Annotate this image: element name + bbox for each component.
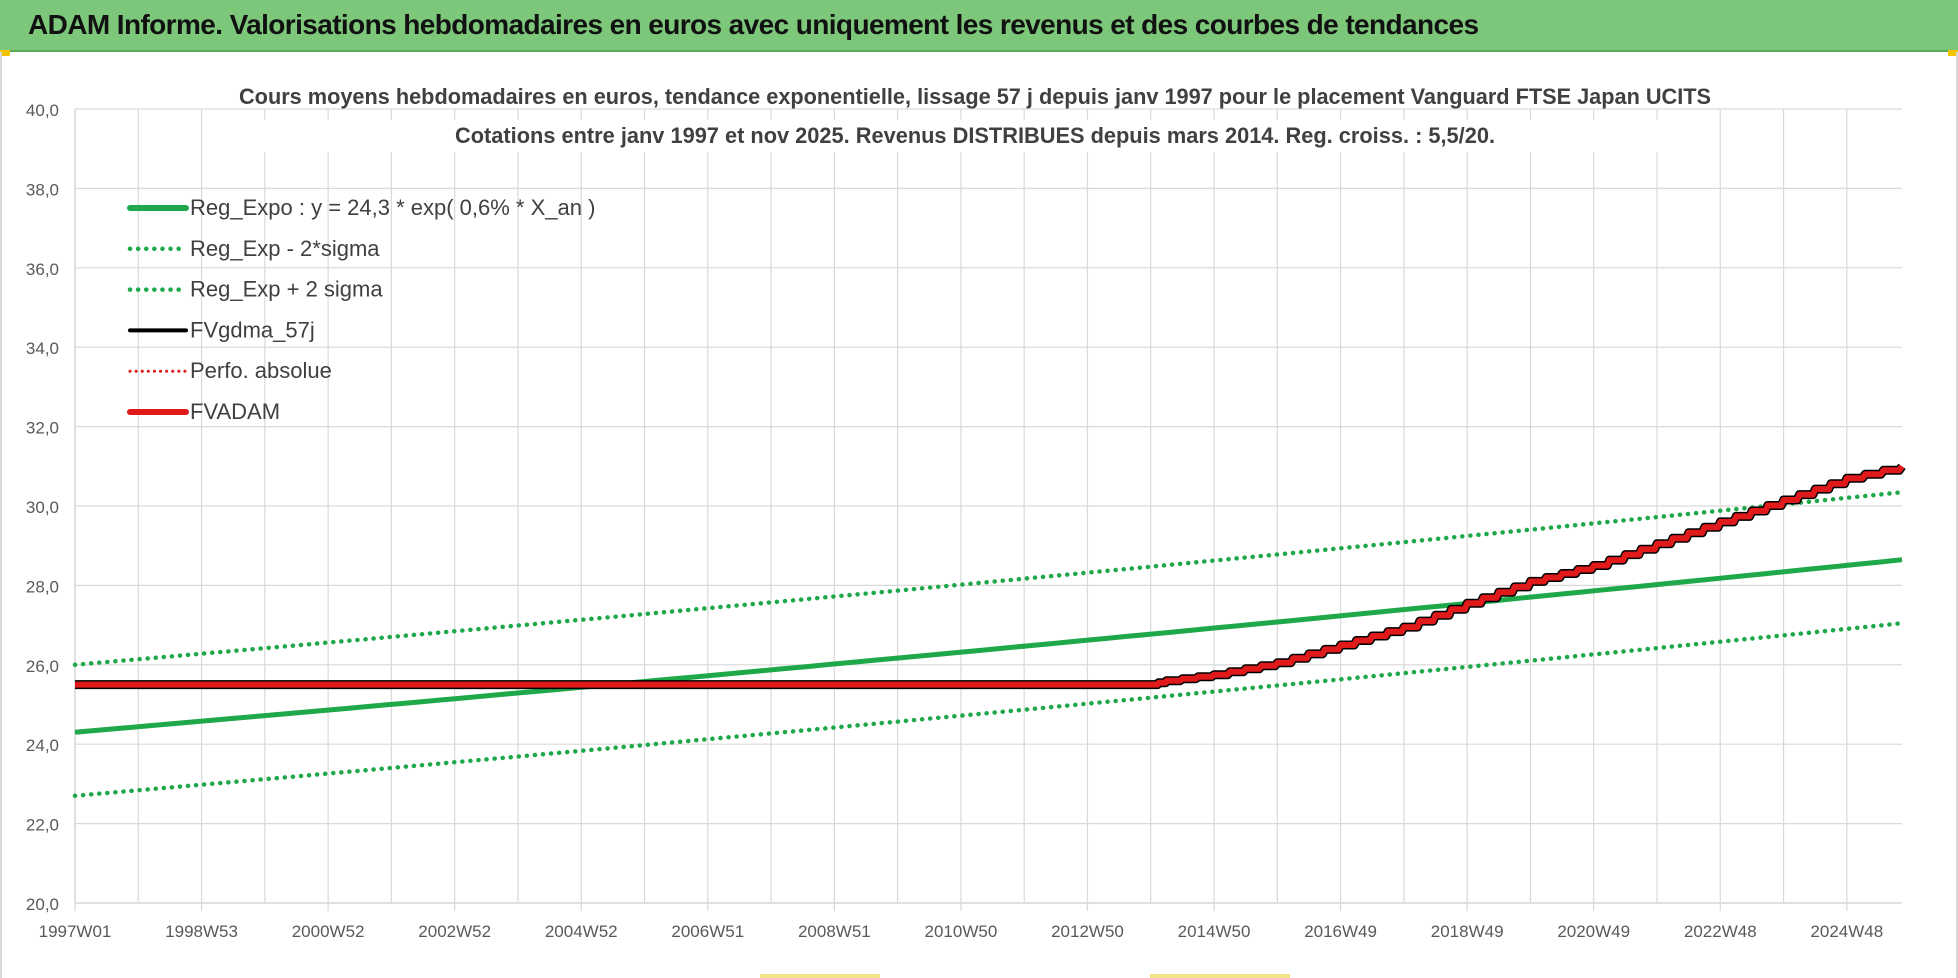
series-reg-expo <box>74 557 1903 735</box>
x-tick-label: 2000W52 <box>292 922 365 941</box>
y-tick-label: 30,0 <box>26 498 59 517</box>
title-bg-line1 <box>236 78 1716 105</box>
chart-title-line1: Cours moyens hebdomadaires en euros, ten… <box>239 84 1711 109</box>
series-reg-exp-plus-2sigma <box>72 489 1905 668</box>
y-tick-label: 40,0 <box>26 101 59 120</box>
x-tick-label: 2004W52 <box>545 922 618 941</box>
y-tick-label: 20,0 <box>26 895 59 914</box>
legend-label: FVADAM <box>190 399 280 424</box>
sheet-tab-marker-1 <box>760 974 880 978</box>
series-fvadam <box>75 464 1905 688</box>
x-tick-label: 2016W49 <box>1304 922 1377 941</box>
legend: Reg_Expo : y = 24,3 * exp( 0,6% * X_an )… <box>127 195 595 424</box>
x-tick-label: 2020W49 <box>1557 922 1630 941</box>
x-tick-label: 2014W50 <box>1178 922 1251 941</box>
legend-label: Reg_Exp - 2*sigma <box>190 236 380 261</box>
y-tick-label: 26,0 <box>26 657 59 676</box>
x-tick-label: 2010W50 <box>925 922 998 941</box>
grid-lines <box>74 108 1902 904</box>
legend-label: Perfo. absolue <box>190 358 332 383</box>
y-tick-label: 34,0 <box>26 339 59 358</box>
series-lines <box>72 463 1906 799</box>
corner-mark-left <box>0 50 10 56</box>
legend-label: Reg_Expo : y = 24,3 * exp( 0,6% * X_an ) <box>190 195 595 220</box>
corner-mark-right <box>1948 50 1958 56</box>
x-tick-label: 2012W50 <box>1051 922 1124 941</box>
report-title: ADAM Informe. Valorisations hebdomadaire… <box>28 9 1479 40</box>
legend-label: FVgdma_57j <box>190 317 315 342</box>
title-bg-line2 <box>236 120 1716 152</box>
chart-title-line2: Cotations entre janv 1997 et nov 2025. R… <box>455 123 1495 148</box>
y-tick-label: 38,0 <box>26 180 59 199</box>
sheet-tab-marker-2 <box>1150 974 1290 978</box>
chart-frame <box>0 52 1958 978</box>
y-tick-label: 32,0 <box>26 419 59 438</box>
report-banner: ADAM Informe. Valorisations hebdomadaire… <box>0 0 1958 52</box>
series-reg-exp-minus-2sigma <box>72 620 1905 799</box>
axes: 20,0 22,0 24,0 26,0 28,0 30,0 32,0 34,0 36,0 38,0… <box>26 101 1902 941</box>
x-tick-label: 2018W49 <box>1431 922 1504 941</box>
y-tick-label: 24,0 <box>26 736 59 755</box>
y-tick-label: 28,0 <box>26 577 59 596</box>
x-tick-label: 1997W01 <box>39 922 112 941</box>
x-tick-label: 2022W48 <box>1684 922 1757 941</box>
x-tick-label: 1998W53 <box>165 922 238 941</box>
x-tick-label: 2002W52 <box>418 922 491 941</box>
x-tick-label: 2008W51 <box>798 922 871 941</box>
y-tick-label: 36,0 <box>26 260 59 279</box>
chart-title-block: Cours moyens hebdomadaires en euros, ten… <box>236 78 1716 152</box>
x-tick-label: 2024W48 <box>1810 922 1883 941</box>
y-tick-label: 22,0 <box>26 816 59 835</box>
x-tick-label: 2006W51 <box>671 922 744 941</box>
legend-label: Reg_Exp + 2 sigma <box>190 277 383 302</box>
